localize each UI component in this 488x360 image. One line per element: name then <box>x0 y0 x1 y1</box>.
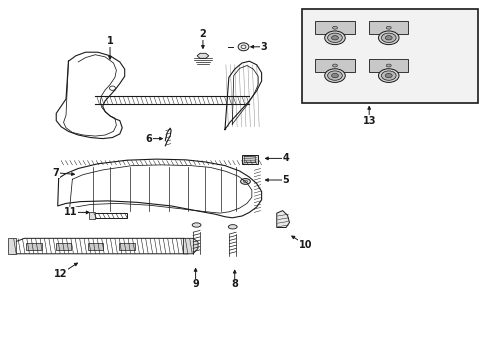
Ellipse shape <box>238 43 248 51</box>
Ellipse shape <box>324 69 345 82</box>
FancyBboxPatch shape <box>315 21 354 34</box>
Text: 8: 8 <box>231 279 238 289</box>
FancyBboxPatch shape <box>315 59 354 72</box>
Ellipse shape <box>228 225 237 229</box>
Ellipse shape <box>331 36 338 40</box>
Bar <box>302 9 477 103</box>
Text: 13: 13 <box>362 116 375 126</box>
Ellipse shape <box>381 71 395 80</box>
Bar <box>26 243 42 250</box>
Text: 10: 10 <box>298 240 312 250</box>
Ellipse shape <box>386 26 390 29</box>
Bar <box>8 238 16 254</box>
Ellipse shape <box>385 36 391 40</box>
Polygon shape <box>242 155 258 164</box>
Ellipse shape <box>327 71 342 80</box>
Text: 3: 3 <box>260 42 267 52</box>
Ellipse shape <box>331 73 338 78</box>
Text: 6: 6 <box>145 134 152 144</box>
Bar <box>89 212 95 219</box>
Ellipse shape <box>192 223 201 227</box>
Ellipse shape <box>381 33 395 42</box>
Text: 11: 11 <box>64 207 78 217</box>
Ellipse shape <box>385 73 391 78</box>
Ellipse shape <box>332 26 337 29</box>
Polygon shape <box>93 213 127 218</box>
Ellipse shape <box>378 31 398 45</box>
Text: 1: 1 <box>106 36 113 46</box>
Ellipse shape <box>240 179 250 184</box>
Text: 9: 9 <box>192 279 199 289</box>
Ellipse shape <box>332 64 337 67</box>
Polygon shape <box>183 238 198 254</box>
Bar <box>244 156 255 162</box>
Bar <box>56 243 71 250</box>
Polygon shape <box>12 238 194 254</box>
Text: 4: 4 <box>282 153 289 163</box>
Text: 12: 12 <box>54 269 68 279</box>
Polygon shape <box>276 211 289 228</box>
Bar <box>119 243 135 250</box>
Text: 5: 5 <box>282 175 289 185</box>
Ellipse shape <box>378 69 398 82</box>
FancyBboxPatch shape <box>368 59 407 72</box>
Ellipse shape <box>327 33 342 42</box>
Bar <box>87 243 103 250</box>
FancyBboxPatch shape <box>368 21 407 34</box>
Ellipse shape <box>386 64 390 67</box>
Text: 7: 7 <box>53 168 60 178</box>
Ellipse shape <box>324 31 345 45</box>
Text: 2: 2 <box>199 29 206 39</box>
Polygon shape <box>197 53 208 58</box>
